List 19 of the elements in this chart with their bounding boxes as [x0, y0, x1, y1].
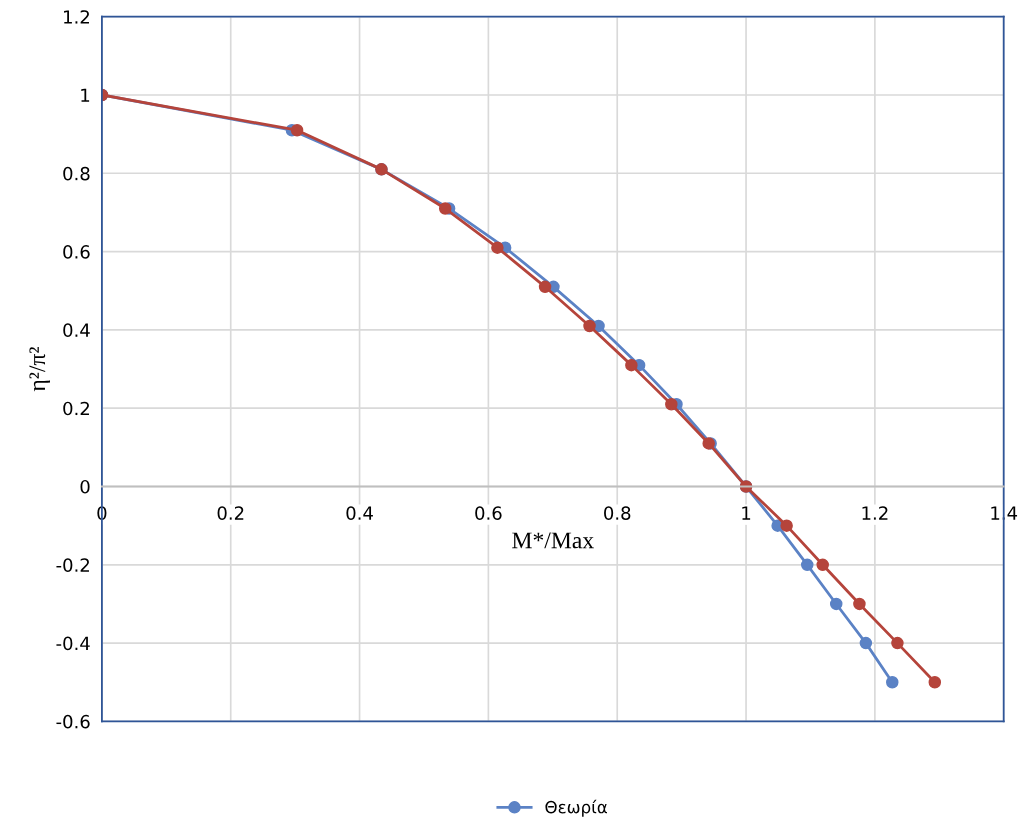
y-tick-label: -0.4 — [56, 636, 90, 651]
y-tick-label: -0.6 — [56, 714, 90, 729]
x-axis-title: M*/Max — [512, 532, 594, 549]
y-tick-label: -0.2 — [56, 558, 89, 572]
y-tick-label: 0 — [80, 479, 90, 494]
y-tick-label: 1 — [81, 88, 90, 102]
y-axis-title: η²/π² — [29, 347, 51, 392]
x-tick-label: 0.6 — [475, 506, 502, 520]
x-tick-label: 0.8 — [604, 506, 631, 520]
x-tick-label: 1.2 — [862, 506, 888, 520]
x-tick-label: 0.2 — [217, 506, 244, 520]
y-tick-label: 0.2 — [63, 401, 89, 416]
y-tick-label: 0.8 — [63, 166, 90, 181]
x-tick-label: 0.4 — [346, 506, 373, 520]
x-tick-label: 1 — [742, 506, 751, 520]
legend-label: Θεωρία — [545, 799, 607, 817]
y-tick-label: 1.2 — [64, 10, 89, 24]
y-tick-label: 0.6 — [63, 245, 90, 259]
y-tick-label: 0.4 — [63, 323, 90, 338]
